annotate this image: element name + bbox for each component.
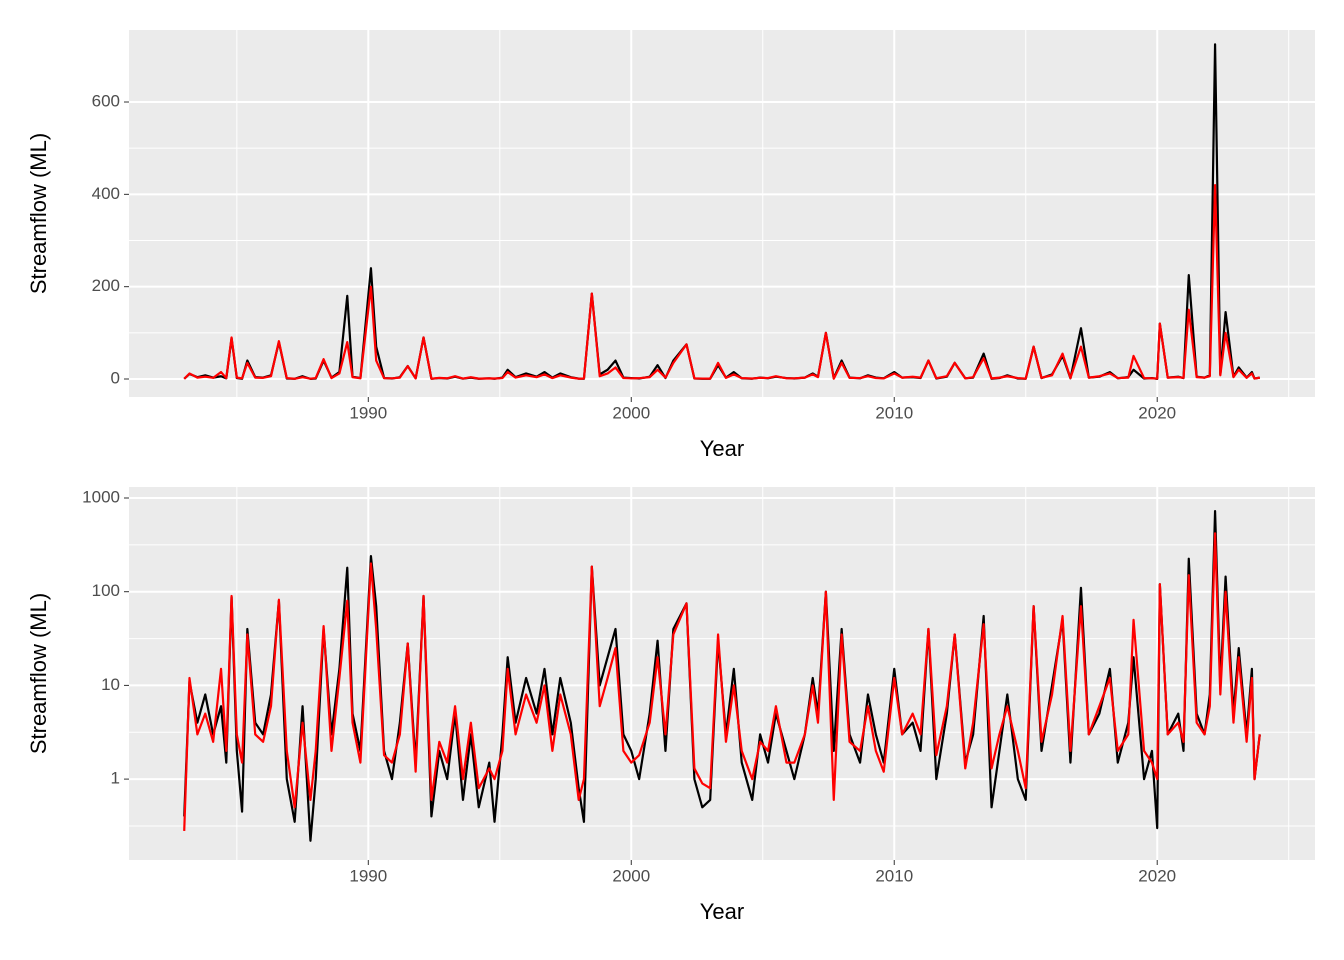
x-axis-title: Year xyxy=(700,436,744,461)
x-tick-label: 1990 xyxy=(349,866,387,885)
y-tick-label: 10 xyxy=(101,675,120,694)
panel: 1990 2000 2010 2020 0 200 400 600 Year Streamflow… xyxy=(26,30,1315,461)
x-tick-label: 2000 xyxy=(612,403,650,422)
y-axis-title: Streamflow (ML) xyxy=(26,593,51,754)
x-tick-label: 2010 xyxy=(875,403,913,422)
x-tick-label: 1990 xyxy=(349,403,387,422)
y-tick-label: 0 xyxy=(111,368,120,387)
y-tick-label: 1000 xyxy=(82,487,120,506)
x-tick-label: 2020 xyxy=(1138,403,1176,422)
y-tick-label: 100 xyxy=(92,581,120,600)
y-tick-label: 600 xyxy=(92,91,120,110)
x-tick-label: 2020 xyxy=(1138,866,1176,885)
x-tick-label: 2010 xyxy=(875,866,913,885)
series-line xyxy=(183,532,1261,831)
series-line xyxy=(183,184,1260,380)
x-tick-label: 2000 xyxy=(612,866,650,885)
y-tick-label: 1 xyxy=(111,769,120,788)
y-tick-label: 400 xyxy=(92,184,120,203)
panel: 1990 2000 2010 2020 1 10 100 1000 Year Streamflow… xyxy=(26,487,1315,924)
y-axis-title: Streamflow (ML) xyxy=(26,133,51,294)
plot-background xyxy=(129,30,1315,397)
y-tick-label: 200 xyxy=(92,276,120,295)
x-axis-title: Year xyxy=(700,899,744,924)
